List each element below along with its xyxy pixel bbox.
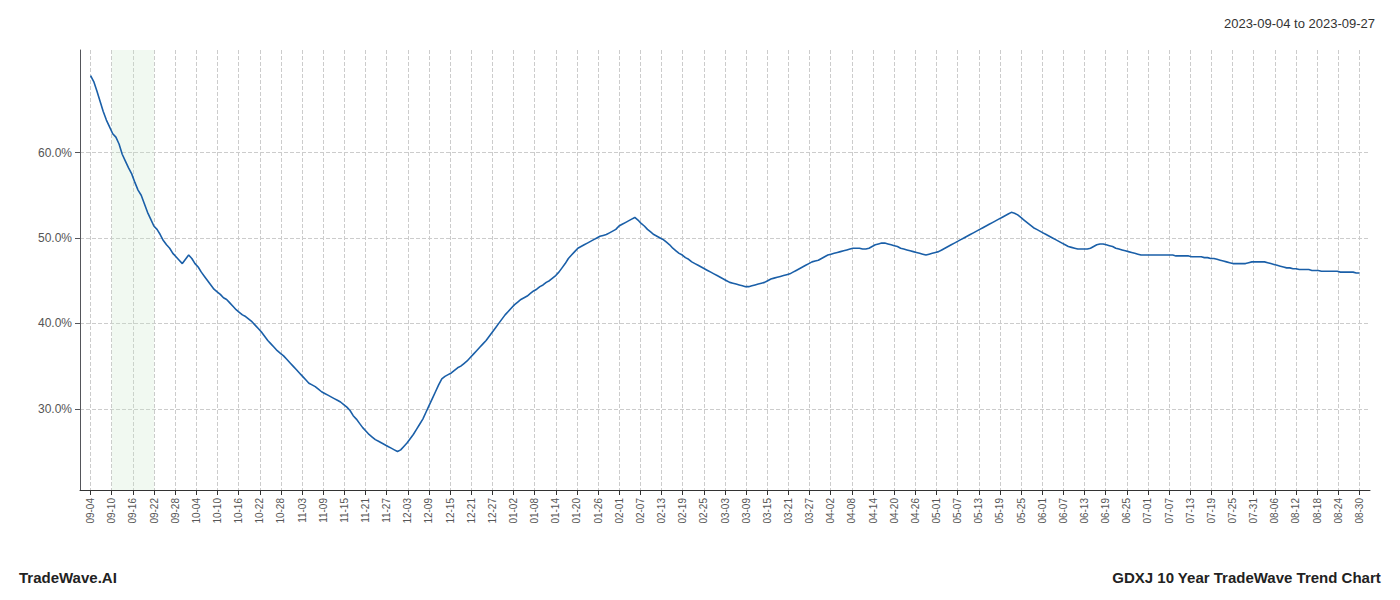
svg-text:04-20: 04-20 (889, 498, 900, 524)
svg-text:01-20: 01-20 (571, 498, 582, 524)
svg-text:50.0%: 50.0% (38, 231, 72, 245)
svg-text:06-25: 06-25 (1121, 498, 1132, 524)
svg-text:07-25: 07-25 (1227, 498, 1238, 524)
svg-text:10-16: 10-16 (233, 498, 244, 524)
svg-text:GDXJ 10 Year TradeWave Trend C: GDXJ 10 Year TradeWave Trend Chart (1112, 569, 1380, 586)
svg-text:11-27: 11-27 (381, 498, 392, 523)
svg-text:11-09: 11-09 (318, 498, 329, 523)
svg-text:08-30: 08-30 (1354, 498, 1365, 524)
svg-text:04-14: 04-14 (868, 498, 879, 524)
svg-text:03-09: 03-09 (741, 498, 752, 524)
svg-text:12-09: 12-09 (423, 498, 434, 524)
svg-text:04-26: 04-26 (910, 498, 921, 524)
svg-text:02-25: 02-25 (698, 498, 709, 524)
svg-text:12-03: 12-03 (402, 498, 413, 524)
svg-text:07-07: 07-07 (1164, 498, 1175, 524)
svg-text:2023-09-04 to 2023-09-27: 2023-09-04 to 2023-09-27 (1224, 16, 1375, 31)
svg-text:12-21: 12-21 (466, 498, 477, 524)
svg-text:07-19: 07-19 (1206, 498, 1217, 524)
svg-text:08-24: 08-24 (1333, 498, 1344, 524)
svg-text:10-10: 10-10 (212, 498, 223, 524)
svg-text:10-22: 10-22 (254, 498, 265, 524)
svg-text:12-15: 12-15 (445, 498, 456, 524)
svg-text:05-01: 05-01 (931, 498, 942, 524)
svg-text:03-21: 03-21 (783, 498, 794, 524)
svg-text:03-15: 03-15 (762, 498, 773, 524)
svg-text:02-19: 02-19 (677, 498, 688, 524)
svg-text:07-13: 07-13 (1185, 498, 1196, 524)
svg-text:07-01: 07-01 (1142, 498, 1153, 524)
svg-text:05-19: 05-19 (994, 498, 1005, 524)
svg-text:05-13: 05-13 (973, 498, 984, 524)
svg-text:40.0%: 40.0% (38, 316, 72, 330)
svg-text:04-08: 04-08 (846, 498, 857, 524)
svg-text:12-27: 12-27 (487, 498, 498, 524)
svg-text:11-15: 11-15 (339, 498, 350, 523)
svg-text:09-10: 09-10 (106, 498, 117, 524)
svg-text:04-02: 04-02 (825, 498, 836, 524)
svg-text:60.0%: 60.0% (38, 146, 72, 160)
svg-text:08-18: 08-18 (1312, 498, 1323, 524)
svg-text:02-01: 02-01 (614, 498, 625, 524)
svg-text:03-03: 03-03 (720, 498, 731, 524)
svg-text:01-02: 01-02 (508, 498, 519, 524)
svg-text:08-12: 08-12 (1290, 498, 1301, 524)
svg-text:05-07: 05-07 (952, 498, 963, 524)
svg-text:01-14: 01-14 (550, 498, 561, 524)
svg-text:06-19: 06-19 (1100, 498, 1111, 524)
svg-text:03-27: 03-27 (804, 498, 815, 524)
svg-text:10-04: 10-04 (191, 498, 202, 524)
svg-text:TradeWave.AI: TradeWave.AI (19, 569, 117, 586)
svg-text:09-22: 09-22 (149, 498, 160, 524)
svg-text:09-04: 09-04 (85, 498, 96, 524)
svg-text:09-28: 09-28 (170, 498, 181, 524)
svg-text:05-25: 05-25 (1016, 498, 1027, 524)
svg-text:08-06: 08-06 (1269, 498, 1280, 524)
svg-text:02-07: 02-07 (635, 498, 646, 524)
svg-text:09-16: 09-16 (127, 498, 138, 524)
svg-text:30.0%: 30.0% (38, 402, 72, 416)
svg-text:06-01: 06-01 (1037, 498, 1048, 524)
svg-text:01-26: 01-26 (593, 498, 604, 524)
svg-text:06-13: 06-13 (1079, 498, 1090, 524)
svg-text:11-21: 11-21 (360, 498, 371, 523)
svg-text:06-07: 06-07 (1058, 498, 1069, 524)
svg-text:11-03: 11-03 (297, 498, 308, 523)
svg-text:01-08: 01-08 (529, 498, 540, 524)
svg-text:02-13: 02-13 (656, 498, 667, 524)
svg-text:10-28: 10-28 (275, 498, 286, 524)
svg-text:07-31: 07-31 (1248, 498, 1259, 524)
